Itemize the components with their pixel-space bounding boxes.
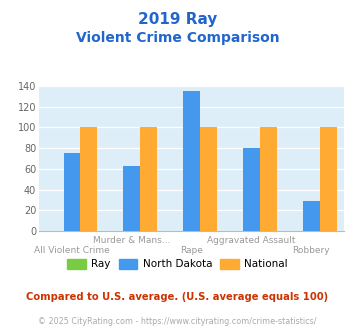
Bar [140, 127, 157, 231]
Text: Robbery: Robbery [293, 246, 330, 255]
Bar [200, 127, 217, 231]
Legend: Ray, North Dakota, National: Ray, North Dakota, National [63, 255, 292, 274]
Text: Compared to U.S. average. (U.S. average equals 100): Compared to U.S. average. (U.S. average … [26, 292, 329, 302]
Bar [303, 201, 320, 231]
Bar [64, 153, 80, 231]
Bar [124, 166, 140, 231]
Text: Violent Crime Comparison: Violent Crime Comparison [76, 31, 279, 45]
Text: 2019 Ray: 2019 Ray [138, 12, 217, 26]
Bar [320, 127, 337, 231]
Text: Murder & Mans...: Murder & Mans... [93, 236, 170, 245]
Bar [243, 148, 260, 231]
Bar [260, 127, 277, 231]
Text: Rape: Rape [180, 246, 203, 255]
Text: © 2025 CityRating.com - https://www.cityrating.com/crime-statistics/: © 2025 CityRating.com - https://www.city… [38, 317, 317, 326]
Text: All Violent Crime: All Violent Crime [34, 246, 110, 255]
Bar [183, 91, 200, 231]
Text: Aggravated Assault: Aggravated Assault [207, 236, 296, 245]
Bar [80, 127, 97, 231]
